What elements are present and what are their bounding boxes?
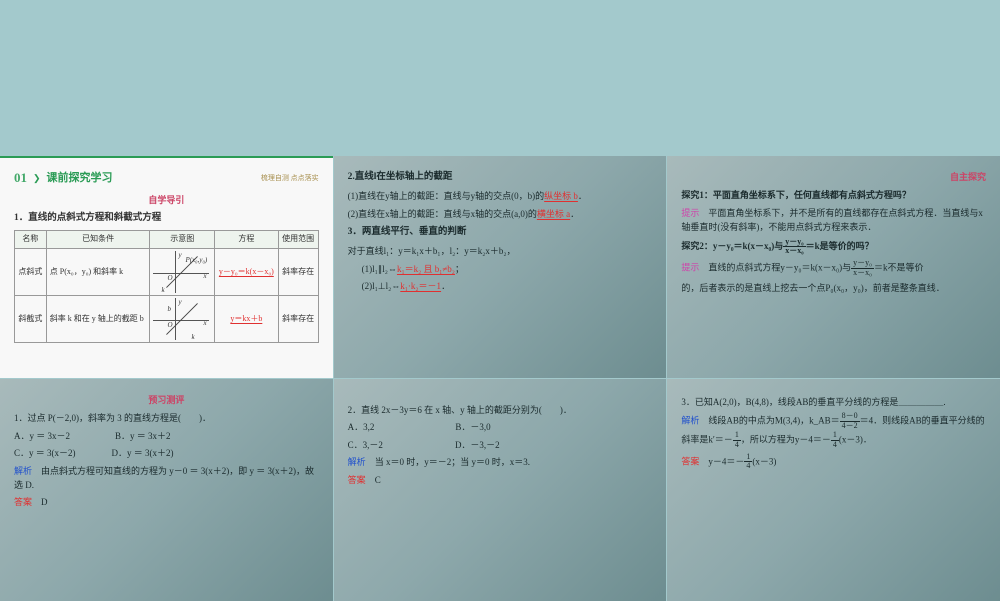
th-cond: 已知条件 xyxy=(46,231,150,249)
th-diag: 示意图 xyxy=(150,231,215,249)
table-row: 斜截式 斜率 k 和在 y 轴上的截距 b x y O b k y＝kx＋b 斜… xyxy=(15,296,319,343)
slide-2: 2.直线l在坐标轴上的截距 (1)直线在y轴上的截距：直线与y轴的交点(0，b)… xyxy=(334,156,667,378)
slide1-table: 名称 已知条件 示意图 方程 使用范围 点斜式 点 P(x₀，y₀) 和斜率 k… xyxy=(14,230,319,343)
s6-jx: 解析 线段AB的中点为M(3,4)，k_AB＝8－04－2＝4．则线段AB的垂直… xyxy=(681,412,986,449)
s3-subhead: 自主探究 xyxy=(681,170,986,184)
cell-name: 斜截式 xyxy=(15,296,47,343)
cell-diag: x y O b k xyxy=(150,296,215,343)
s2-l1: (1)直线在y轴上的截距：直线与y轴的交点(0，b)的纵坐标 b． xyxy=(348,189,653,203)
s3-a2b: 的，后者表示的是直线上挖去一个点P₀(x₀，y₀)，前者是整条直线． xyxy=(681,281,986,295)
cell-scope: 斜率存在 xyxy=(278,249,318,296)
slide1-right: 梳理自测 点点落实 xyxy=(261,173,319,184)
s4-opts2: C．y ＝ 3(x－2) D．y ＝ 3(x＋2) xyxy=(14,446,319,460)
s3-a2: 提示 直线的点斜式方程y－y₀＝k(x－x₀)与y－y₀x－x₀＝k不是等价 xyxy=(681,259,986,278)
s2-h3: 3．两直线平行、垂直的判断 xyxy=(348,225,653,240)
cell-cond: 斜率 k 和在 y 轴上的截距 b xyxy=(46,296,150,343)
table-row: 点斜式 点 P(x₀，y₀) 和斜率 k x y O P(x₀,y₀) k y－… xyxy=(15,249,319,296)
slide1-heading: 1．直线的点斜式方程和斜截式方程 xyxy=(14,211,319,226)
slide1-subhead: 自学导引 xyxy=(14,193,319,207)
s4-q: 1．过点 P(－2,0)，斜率为 3 的直线方程是( )． xyxy=(14,411,319,425)
slide-1: 01 ❯ 课前探究学习 梳理自测 点点落实 自学导引 1．直线的点斜式方程和斜截… xyxy=(0,156,333,378)
s3-q2: 探究2：y－y₀＝k(x－x₀)与y－y₀x－x₀＝k是等价的吗？ xyxy=(681,238,986,257)
s2-l3: 对于直线l₁：y＝k₁x＋b₁，l₂：y＝k₂x＋b₂， xyxy=(348,244,653,258)
slide-5: 2．直线 2x－3y＝6 在 x 轴、y 轴上的截距分别为( )． A．3,2 … xyxy=(334,379,667,601)
s5-opts2: C．3,－2 D．－3,－2 xyxy=(348,438,653,452)
slide-4: 预习测评 1．过点 P(－2,0)，斜率为 3 的直线方程是( )． A．y ＝… xyxy=(0,379,333,601)
slide-6: 3．已知A(2,0)，B(4,8)，线段AB的垂直平分线的方程是＿＿＿＿＿. 解… xyxy=(667,379,1000,601)
s5-q: 2．直线 2x－3y＝6 在 x 轴、y 轴上的截距分别为( )． xyxy=(348,403,653,417)
s3-a1: 提示 平面直角坐标系下，并不是所有的直线都存在点斜式方程．当直线与x轴垂直时(没… xyxy=(681,206,986,235)
s6-q: 3．已知A(2,0)，B(4,8)，线段AB的垂直平分线的方程是＿＿＿＿＿. xyxy=(681,395,986,409)
slide1-header: 01 ❯ 课前探究学习 梳理自测 点点落实 xyxy=(14,168,319,189)
th-scope: 使用范围 xyxy=(278,231,318,249)
cell-name: 点斜式 xyxy=(15,249,47,296)
slide-3: 自主探究 探究1：平面直角坐标系下，任何直线都有点斜式方程吗？ 提示 平面直角坐… xyxy=(667,156,1000,378)
slide1-num: 01 xyxy=(14,168,27,189)
s3-q1: 探究1：平面直角坐标系下，任何直线都有点斜式方程吗？ xyxy=(681,188,986,202)
s4-subhead: 预习测评 xyxy=(14,393,319,407)
s2-l5: (2)l₁⊥l₂⇔k₁·k₂＝－1． xyxy=(348,279,653,293)
slide1-title: 课前探究学习 xyxy=(47,170,113,188)
blank-top-1 xyxy=(0,0,333,155)
s2-l4: (1)l₁∥l₂⇔k₁＝k₂ 且 b₁≠b₂； xyxy=(348,262,653,276)
cell-scope: 斜率存在 xyxy=(278,296,318,343)
th-name: 名称 xyxy=(15,231,47,249)
cell-eq: y－y₀＝k(x－x₀) xyxy=(215,249,279,296)
s2-title: 2.直线l在坐标轴上的截距 xyxy=(348,170,653,185)
s5-jx: 解析 当 x＝0 时，y＝－2；当 y＝0 时，x＝3. xyxy=(348,455,653,469)
th-eq: 方程 xyxy=(215,231,279,249)
cell-eq: y＝kx＋b xyxy=(215,296,279,343)
blank-top-2 xyxy=(334,0,667,155)
s4-opts1: A．y ＝ 3x－2 B．y ＝ 3x＋2 xyxy=(14,429,319,443)
cell-cond: 点 P(x₀，y₀) 和斜率 k xyxy=(46,249,150,296)
s4-jx: 解析 由点斜式方程可知直线的方程为 y－0 ＝ 3(x＋2)，即 y ＝ 3(x… xyxy=(14,464,319,493)
s6-ans: 答案 y－4＝－14(x－3) xyxy=(681,453,986,472)
s4-ans: 答案 D xyxy=(14,495,319,509)
s5-ans: 答案 C xyxy=(348,473,653,487)
s5-opts1: A．3,2 B．－3,0 xyxy=(348,420,653,434)
s2-l2: (2)直线在x轴上的截距：直线与x轴的交点(a,0)的横坐标 a． xyxy=(348,207,653,221)
blank-top-3 xyxy=(667,0,1000,155)
cell-diag: x y O P(x₀,y₀) k xyxy=(150,249,215,296)
